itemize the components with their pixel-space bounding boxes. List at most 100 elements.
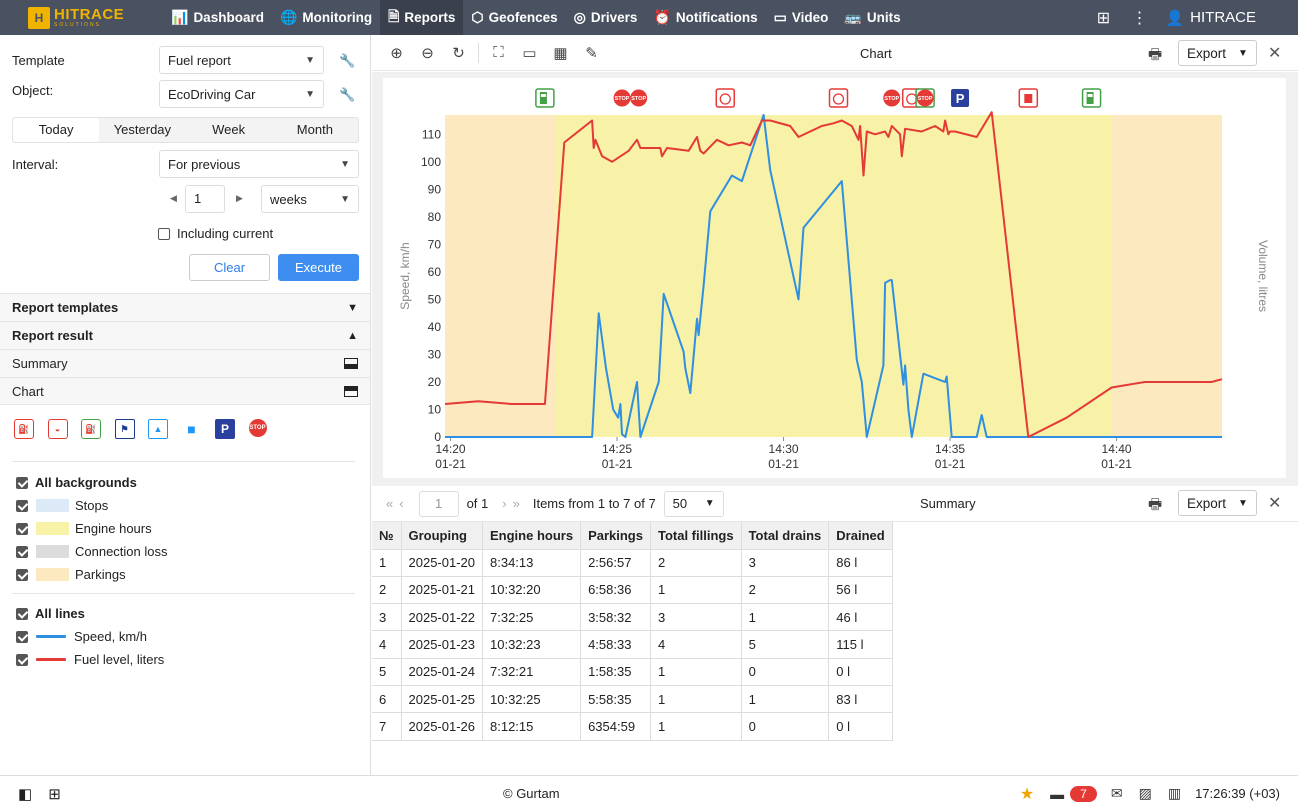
clear-button[interactable]: Clear xyxy=(189,254,270,281)
zoom-out-icon[interactable]: ⊖ xyxy=(421,44,434,62)
mail-icon[interactable]: ✉ xyxy=(1110,785,1123,801)
fuel-speed-chart[interactable]: 010203040506070809010011014:2001-2114:25… xyxy=(383,78,1286,478)
table-row[interactable]: 7 2025-01-26 8:12:15 6354:59 1 0 0 l xyxy=(372,712,893,741)
chart-title: Chart xyxy=(12,383,44,399)
more-menu-icon[interactable]: ⋮ xyxy=(1131,9,1148,27)
notifications-count-badge[interactable]: 7 xyxy=(1070,785,1097,802)
column-header[interactable]: № xyxy=(372,522,402,550)
legend-line-1[interactable]: Fuel level, liters xyxy=(16,652,164,667)
nav-drivers[interactable]: ◎ Drivers xyxy=(566,0,646,35)
toggle-sidebar-icon[interactable]: ◧ xyxy=(18,785,33,803)
nav-video[interactable]: ▭ Video xyxy=(766,0,837,35)
chart-section[interactable]: Chart xyxy=(0,377,370,405)
table-row[interactable]: 5 2025-01-24 7:32:21 1:58:35 1 0 0 l xyxy=(372,658,893,686)
period-yesterday[interactable]: Yesterday xyxy=(113,122,172,137)
nav-notifications[interactable]: ⏰ Notifications xyxy=(645,0,765,35)
report-templates-section[interactable]: Report templates ▼ xyxy=(0,293,370,321)
last-page-icon[interactable]: » xyxy=(512,496,520,511)
summary-section[interactable]: Summary xyxy=(0,349,370,377)
close-summary-icon[interactable]: ✕ xyxy=(1268,495,1282,512)
print-icon[interactable]: 🖶 xyxy=(1148,46,1163,63)
period-week[interactable]: Week xyxy=(212,122,246,137)
summary-export-button[interactable]: Export ▼ xyxy=(1178,490,1257,516)
column-header[interactable]: Parkings xyxy=(580,522,651,550)
nav-dashboard[interactable]: 📊 Dashboard xyxy=(163,0,272,35)
column-header[interactable]: Drained xyxy=(828,522,893,550)
nav-monitoring[interactable]: 🌐 Monitoring xyxy=(272,0,380,35)
report-result-section[interactable]: Report result ▲ xyxy=(0,321,370,349)
period-month[interactable]: Month xyxy=(296,122,333,137)
nav-reports[interactable]: 🗎 Reports xyxy=(380,0,464,35)
table-cell: 2025-01-20 xyxy=(401,549,483,577)
template-select[interactable]: Fuel report ▼ xyxy=(159,46,324,74)
table-cell: 5 xyxy=(741,630,830,659)
nav-geofences[interactable]: ⬡ Geofences xyxy=(463,0,565,35)
legend-background-connection-loss[interactable]: Connection loss xyxy=(16,544,168,559)
ruler-icon[interactable]: ▦ xyxy=(553,44,568,62)
star-icon[interactable]: ★ xyxy=(1019,785,1035,803)
pencil-icon[interactable]: ✎ xyxy=(585,44,598,62)
reset-zoom-icon[interactable]: ↻ xyxy=(452,44,465,62)
fuel-station-icon[interactable]: ⛽ xyxy=(81,419,101,439)
column-header[interactable]: Total drains xyxy=(741,522,830,550)
table-cell: 115 l xyxy=(828,630,893,659)
fuel-filling-icon[interactable]: ⛽ xyxy=(14,419,34,439)
stop-icon[interactable]: STOP xyxy=(248,419,267,437)
prev-page-icon[interactable]: ‹ xyxy=(399,496,404,511)
column-header[interactable]: Total fillings xyxy=(650,522,742,550)
video-camera-icon[interactable]: ■ xyxy=(187,421,196,437)
legend-background-engine-hours[interactable]: Engine hours xyxy=(16,521,152,536)
nav-units[interactable]: 🚌 Units xyxy=(836,0,908,35)
fuel-drain-icon[interactable]: ◒ xyxy=(47,419,68,439)
decrement-arrow-icon[interactable]: ◀ xyxy=(170,193,177,203)
interval-select[interactable]: For previous ▼ xyxy=(159,150,359,178)
page-input[interactable]: 1 xyxy=(418,490,459,517)
first-page-icon[interactable]: « xyxy=(386,496,394,511)
apps-grid-icon[interactable]: ⊞ xyxy=(1096,9,1111,27)
panel-bottom-icon[interactable] xyxy=(344,358,358,369)
table-row[interactable]: 1 2025-01-20 8:34:13 2:56:57 2 3 86 l xyxy=(372,549,893,577)
table-row[interactable]: 2 2025-01-21 10:32:20 6:58:36 1 2 56 l xyxy=(372,576,893,605)
apps-grid-icon[interactable]: ⊞ xyxy=(48,785,61,803)
all-backgrounds-toggle[interactable]: All backgrounds xyxy=(16,475,137,490)
book-icon[interactable]: ▥ xyxy=(1167,785,1182,801)
image-icon[interactable]: ▲ xyxy=(148,419,168,439)
including-current-checkbox[interactable]: Including current xyxy=(158,226,273,241)
clock: 17:26:39 (+03) xyxy=(1195,786,1280,801)
zoom-in-icon[interactable]: ⊕ xyxy=(390,44,403,62)
table-cell: 1 xyxy=(650,576,742,605)
gallery-icon[interactable]: ▨ xyxy=(1138,785,1152,801)
next-page-icon[interactable]: › xyxy=(502,496,507,511)
legend-line-0[interactable]: Speed, km/h xyxy=(16,629,147,644)
page-size-select[interactable]: 50 ▼ xyxy=(663,490,724,517)
table-row[interactable]: 3 2025-01-22 7:32:25 3:58:32 3 1 46 l xyxy=(372,603,893,632)
close-chart-icon[interactable]: ✕ xyxy=(1268,45,1282,62)
table-row[interactable]: 6 2025-01-25 10:32:25 5:58:35 1 1 83 l xyxy=(372,685,893,714)
select-area-icon[interactable]: ⛶ xyxy=(493,44,504,61)
period-today[interactable]: Today xyxy=(13,118,100,142)
x-tick-time: 14:40 xyxy=(1102,442,1132,456)
chart-export-button[interactable]: Export ▼ xyxy=(1178,40,1257,66)
column-header[interactable]: Engine hours xyxy=(482,522,582,550)
column-header[interactable]: Grouping xyxy=(401,522,483,550)
flag-icon[interactable]: ⚑ xyxy=(114,419,135,439)
table-row[interactable]: 4 2025-01-23 10:32:23 4:58:33 4 5 115 l xyxy=(372,630,893,659)
legend-background-stops[interactable]: Stops xyxy=(16,498,108,513)
object-select[interactable]: EcoDriving Car ▼ xyxy=(159,80,324,108)
legend-background-parkings[interactable]: Parkings xyxy=(16,567,126,582)
all-lines-toggle[interactable]: All lines xyxy=(16,606,85,621)
background-band-parkings xyxy=(445,115,556,437)
panel-top-icon[interactable] xyxy=(344,385,358,397)
object-settings-wrench-icon[interactable]: 🔧 xyxy=(339,87,356,102)
print-icon[interactable]: 🖶 xyxy=(1148,496,1163,513)
user-menu[interactable]: 👤 HITRACE xyxy=(1157,9,1298,27)
comment-icon[interactable]: ▭ xyxy=(522,44,537,62)
template-settings-wrench-icon[interactable]: 🔧 xyxy=(339,53,356,68)
notifications-icon[interactable]: ▬ xyxy=(1050,785,1065,802)
parking-icon[interactable]: P xyxy=(215,419,235,439)
interval-unit-select[interactable]: weeks ▼ xyxy=(261,185,359,213)
execute-button[interactable]: Execute xyxy=(278,254,359,281)
hitrace-logo[interactable]: H HITRACE SOLUTIONS xyxy=(0,6,163,29)
interval-count-input[interactable]: 1 xyxy=(185,185,225,213)
increment-arrow-icon[interactable]: ▶ xyxy=(236,193,243,203)
